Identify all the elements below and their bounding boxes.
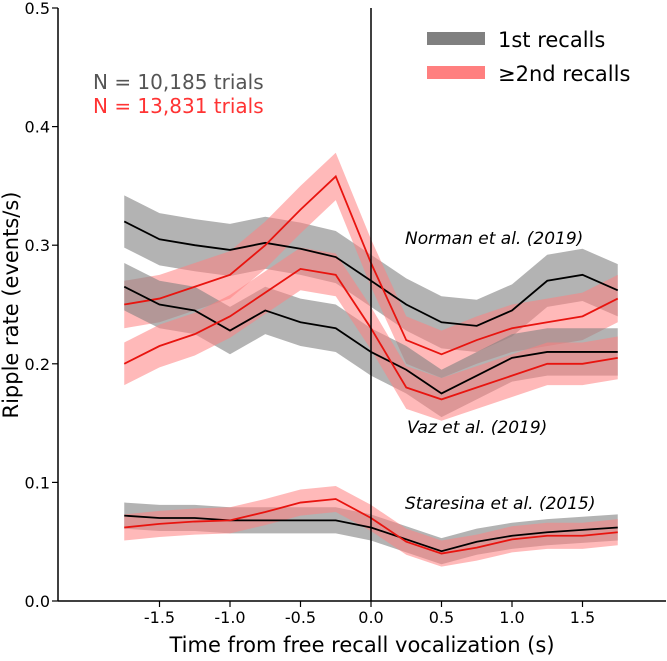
vaz-label: Vaz et al. (2019): [407, 418, 547, 438]
x-ticks: -1.5 -1.0 -0.5 0.0 0.5 1.0 1.5: [144, 601, 595, 627]
x-tick-label: 1.5: [570, 608, 595, 627]
n-first-annotation: N = 10,185 trials: [93, 70, 264, 94]
y-tick-label: 0.3: [25, 236, 50, 255]
y-tick-label: 0.0: [25, 592, 50, 611]
x-tick-label: 0.5: [429, 608, 454, 627]
norman-label: Norman et al. (2019): [405, 229, 583, 249]
y-axis-label: Ripple rate (events/s): [0, 191, 23, 418]
y-tick-label: 0.1: [25, 473, 50, 492]
legend-swatch-first: [427, 32, 485, 45]
legend: 1st recalls ≥2nd recalls: [427, 28, 630, 86]
y-tick-label: 0.5: [25, 0, 50, 18]
y-ticks: 0.0 0.1 0.2 0.3 0.4 0.5: [25, 0, 58, 611]
legend-swatch-second: [427, 66, 485, 79]
y-tick-label: 0.2: [25, 355, 50, 374]
legend-label-second: ≥2nd recalls: [498, 62, 630, 86]
n-second-annotation: N = 13,831 trials: [93, 94, 264, 118]
x-tick-label: 0.0: [358, 608, 383, 627]
x-tick-label: 1.0: [499, 608, 524, 627]
staresina-label: Staresina et al. (2015): [405, 494, 596, 514]
y-tick-label: 0.4: [25, 118, 50, 137]
legend-label-first: 1st recalls: [498, 28, 605, 52]
x-tick-label: -1.0: [214, 608, 245, 627]
x-tick-label: -0.5: [285, 608, 316, 627]
x-axis-label: Time from free recall vocalization (s): [168, 633, 554, 657]
x-tick-label: -1.5: [144, 608, 175, 627]
